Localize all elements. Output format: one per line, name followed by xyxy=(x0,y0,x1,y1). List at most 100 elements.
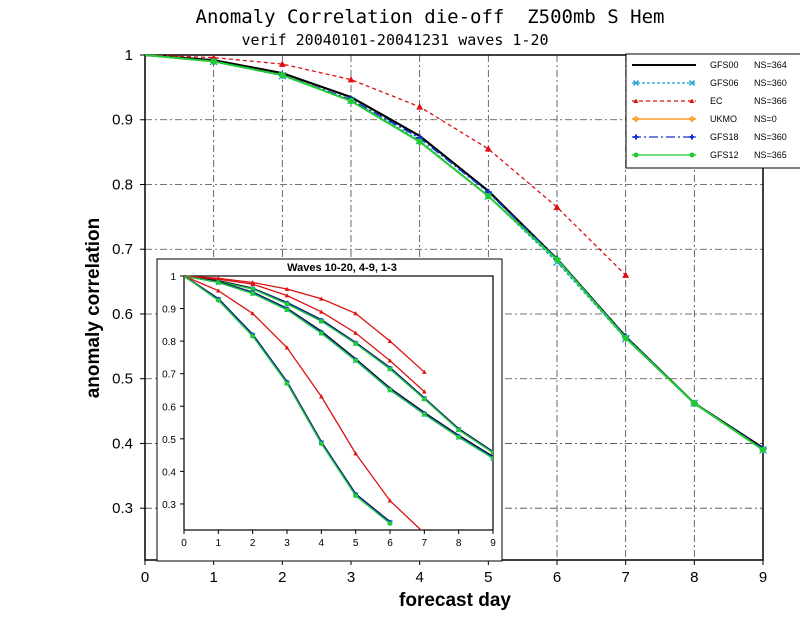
inset-point-gfs12 xyxy=(422,396,427,402)
inset-y-tick-label: 0.9 xyxy=(162,305,176,316)
inset-plot: 0 1 2 3 4 5 6 7 8 9 1 0.9 0.8 0.7 0.6 0.5 0.4 0.3 xyxy=(156,258,503,562)
inset-x-tick-label: 6 xyxy=(387,538,393,549)
inset-point-ec xyxy=(284,293,290,298)
inset-point-ec xyxy=(387,338,393,343)
chart-subtitle: verif 20040101-20041231 waves 1-20 xyxy=(241,31,548,49)
inset-point-gfs12 xyxy=(422,412,427,417)
legend-label: GFS12 xyxy=(710,150,739,160)
inset-y-tick-label: 0.8 xyxy=(162,337,176,348)
inset-point-gfs12 xyxy=(284,381,290,386)
data-point-gfs12 xyxy=(347,97,355,105)
inset-point-ec xyxy=(284,345,290,350)
chart-title: Anomaly Correlation die-off Z500mb S Hem xyxy=(196,6,665,28)
inset-point-ec xyxy=(422,369,427,374)
data-point-gfs12 xyxy=(553,256,561,263)
legend-count: NS=360 xyxy=(754,132,787,142)
legend-count: NS=360 xyxy=(754,78,787,88)
legend-marker-gfs12 xyxy=(689,152,695,158)
y-tick-label: 0.8 xyxy=(112,176,133,193)
inset-point-ec xyxy=(284,286,290,291)
inset-point-gfs12 xyxy=(387,521,393,526)
y-tick-label: 0.6 xyxy=(112,306,133,323)
legend-marker-ec xyxy=(689,98,695,103)
inset-point-gfs12 xyxy=(353,341,358,347)
inset-x-tick-label: 3 xyxy=(284,538,290,549)
inset-x-tick-label: 8 xyxy=(456,538,462,549)
legend-marker-gfs12 xyxy=(633,152,639,158)
data-point-gfs12 xyxy=(210,58,217,65)
inset-frame xyxy=(183,275,494,531)
inset-point-gfs12 xyxy=(216,298,221,303)
inset-x-tick-label: 7 xyxy=(422,538,428,549)
legend: GFS00 NS=364 GFS06 NS=360 EC NS=366 UKMO NS=0 GF… xyxy=(625,53,800,169)
legend-marker-ukmo xyxy=(688,115,696,123)
inset-point-gfs12 xyxy=(490,456,493,461)
x-tick-label: 8 xyxy=(690,569,698,586)
x-axis-label: forecast day xyxy=(399,590,511,611)
legend-label: GFS00 xyxy=(710,60,739,70)
inset-line-ec-waves-1-3 xyxy=(184,275,425,373)
inset-series-area xyxy=(184,275,493,530)
data-point-ec xyxy=(484,145,492,152)
legend-count: NS=365 xyxy=(754,150,787,160)
inset-y-tick-label: 0.7 xyxy=(162,370,176,381)
inset-y-tick-label: 0.5 xyxy=(162,435,176,446)
inset-point-ec xyxy=(216,288,221,293)
x-tick-label: 0 xyxy=(141,569,149,586)
inset-point-ec xyxy=(387,498,393,503)
y-tick-label: 0.3 xyxy=(112,500,133,517)
inset-line-ec-waves-4-9 xyxy=(184,275,425,393)
inset-point-gfs12 xyxy=(387,387,393,393)
inset-y-tick-label: 0.3 xyxy=(162,500,176,511)
legend-label: EC xyxy=(710,96,723,106)
inset-line-gfs12-waves-1-3 xyxy=(184,275,493,454)
data-point-gfs12 xyxy=(279,71,286,79)
data-point-gfs12 xyxy=(416,138,423,145)
series-line-gfs12 xyxy=(144,54,764,451)
inset-x-tick-label: 2 xyxy=(250,538,256,549)
x-tick-label: 3 xyxy=(347,569,355,586)
inset-x-tick-label: 9 xyxy=(490,538,496,549)
x-tick-label: 6 xyxy=(553,569,561,586)
x-tick-label: 1 xyxy=(209,569,217,586)
inset-point-gfs12 xyxy=(319,331,324,336)
x-tick-label: 2 xyxy=(278,569,286,586)
inset-point-gfs12 xyxy=(456,434,461,440)
legend-marker-gfs18 xyxy=(633,134,639,140)
inset-point-gfs12 xyxy=(250,286,255,292)
data-point-gfs12 xyxy=(759,446,767,454)
legend-marker-gfs18 xyxy=(689,134,695,140)
x-tick-label: 4 xyxy=(415,569,423,586)
inset-point-gfs12 xyxy=(284,307,290,313)
legend-marker-ec xyxy=(633,98,639,103)
inset-y-tick-label: 0.4 xyxy=(162,467,176,478)
inset-point-gfs12 xyxy=(490,450,493,456)
y-tick-label: 1 xyxy=(125,47,133,64)
legend-label: GFS18 xyxy=(710,132,739,142)
legend-count: NS=364 xyxy=(754,60,787,70)
inset-point-gfs12 xyxy=(353,358,358,363)
inset-point-gfs12 xyxy=(319,441,324,447)
legend-box xyxy=(625,53,800,169)
data-point-ec xyxy=(553,203,561,210)
inset-point-gfs12 xyxy=(284,301,290,307)
inset-point-ec xyxy=(353,311,358,316)
legend-label: UKMO xyxy=(710,114,737,124)
inset-point-ec xyxy=(387,358,393,363)
inset-point-ec xyxy=(250,281,255,286)
data-point-gfs12 xyxy=(691,400,698,407)
inset-point-ec xyxy=(353,451,358,456)
legend-label: GFS06 xyxy=(710,78,739,88)
legend-count: NS=366 xyxy=(754,96,787,106)
inset-point-ec xyxy=(353,330,358,335)
inset-x-tick-label: 1 xyxy=(216,538,222,549)
legend-marker-gfs06 xyxy=(633,80,639,86)
data-point-gfs12 xyxy=(622,334,629,342)
y-tick-label: 0.9 xyxy=(112,112,133,129)
inset-x-tick-label: 4 xyxy=(319,538,325,549)
inset-point-ec xyxy=(216,276,221,282)
inset-point-ec xyxy=(319,394,324,399)
y-tick-label: 0.5 xyxy=(112,371,133,388)
inset-line-gfs12-waves-4-9 xyxy=(184,275,493,459)
